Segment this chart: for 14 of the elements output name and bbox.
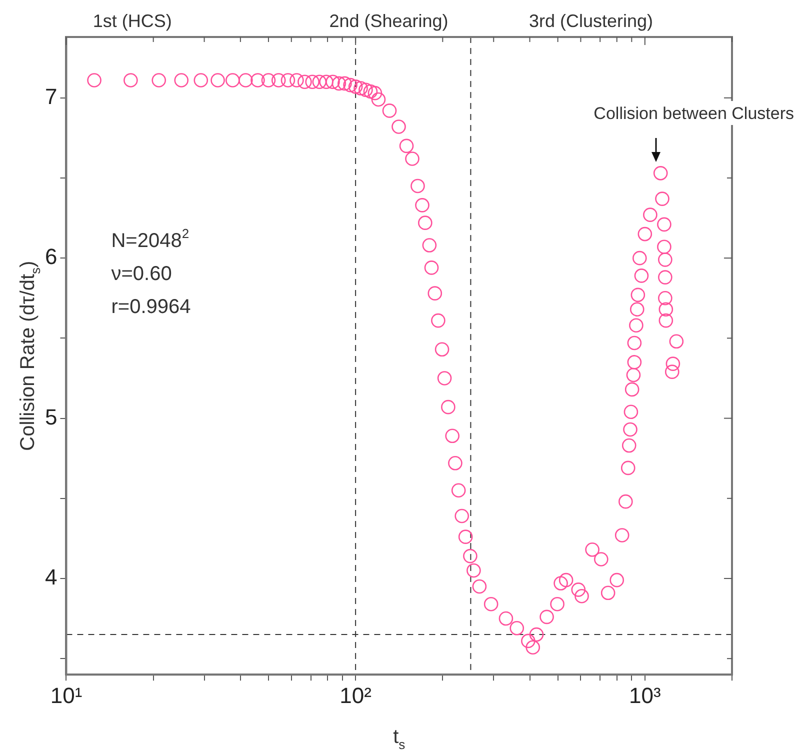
x-tick-label: 10¹ [50,682,82,708]
y-tick-label: 7 [44,84,58,109]
y-tick-label: 6 [44,244,58,270]
text: 3rd (Clustering) [528,11,653,31]
annotation: Collision between Clusters [594,104,794,123]
y-tick-label: 4 [44,564,58,590]
text: 2nd (Shearing) [329,11,448,31]
y-tick-label: 5 [44,404,58,430]
annotation: r=0.9964 [111,296,191,318]
x-tick-label: 10³ [629,682,661,708]
annotation: ν=0.60 [111,263,172,285]
y-axis-title: Collision Rate (dτ/dts) [17,260,43,451]
x-tick-label: 10² [340,682,372,708]
text: 1st (HCS) [92,11,172,31]
